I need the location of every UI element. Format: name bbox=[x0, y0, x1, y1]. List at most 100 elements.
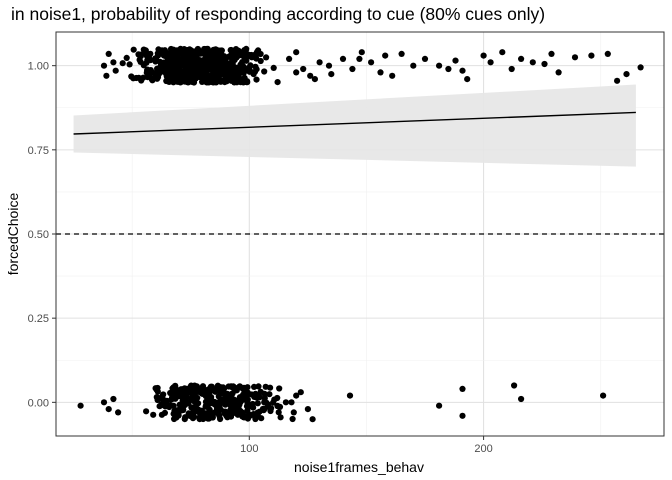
data-point bbox=[623, 71, 630, 78]
data-point bbox=[600, 392, 607, 399]
data-point bbox=[193, 62, 201, 69]
data-point bbox=[210, 46, 217, 53]
x-tick-label: 200 bbox=[474, 443, 492, 455]
data-point bbox=[211, 71, 218, 78]
y-tick-label: 0.50 bbox=[28, 229, 49, 241]
data-point bbox=[548, 50, 555, 58]
data-point bbox=[232, 46, 240, 53]
data-point bbox=[459, 67, 466, 74]
data-point bbox=[199, 390, 206, 397]
data-point bbox=[175, 71, 182, 78]
data-point bbox=[270, 399, 277, 406]
data-point bbox=[228, 46, 235, 54]
data-point bbox=[168, 45, 175, 53]
data-point bbox=[389, 72, 396, 79]
data-point bbox=[518, 395, 525, 403]
data-point bbox=[154, 65, 161, 72]
data-point bbox=[119, 60, 126, 67]
data-point bbox=[288, 399, 295, 406]
data-point bbox=[204, 57, 211, 64]
data-point bbox=[215, 393, 222, 400]
data-point bbox=[191, 382, 198, 389]
data-point bbox=[158, 411, 165, 418]
data-point bbox=[614, 77, 621, 84]
data-point bbox=[257, 50, 264, 58]
data-point bbox=[168, 76, 175, 83]
data-point bbox=[246, 403, 253, 410]
data-point bbox=[222, 73, 229, 80]
data-point bbox=[253, 76, 260, 83]
data-point bbox=[257, 57, 264, 65]
data-point bbox=[282, 399, 289, 406]
data-point bbox=[212, 388, 219, 395]
data-point bbox=[274, 394, 281, 402]
data-point bbox=[175, 66, 182, 73]
data-point bbox=[144, 56, 151, 64]
data-point bbox=[196, 409, 203, 416]
ci-band bbox=[73, 84, 636, 167]
data-point bbox=[199, 58, 206, 65]
fit-line bbox=[73, 111, 636, 135]
data-point bbox=[208, 399, 215, 406]
axes: 100 200 0.00 0.25 0.50 0.75 1.00 bbox=[28, 61, 493, 455]
data-point bbox=[186, 75, 193, 82]
data-point bbox=[236, 70, 243, 77]
data-point bbox=[244, 78, 251, 85]
data-point bbox=[307, 72, 314, 79]
data-point bbox=[167, 402, 174, 409]
y-tick-label: 0.25 bbox=[28, 313, 49, 325]
data-point bbox=[209, 52, 216, 59]
data-point bbox=[286, 55, 293, 63]
data-point bbox=[242, 47, 249, 55]
data-point bbox=[100, 62, 108, 69]
data-point bbox=[201, 75, 208, 82]
data-point bbox=[346, 392, 354, 399]
data-point bbox=[77, 402, 84, 409]
data-point bbox=[156, 403, 163, 410]
data-point bbox=[204, 394, 211, 401]
data-point bbox=[207, 75, 214, 82]
data-point bbox=[480, 52, 487, 59]
data-point bbox=[289, 415, 296, 423]
data-point bbox=[185, 67, 192, 74]
data-point bbox=[189, 410, 196, 417]
data-point bbox=[181, 46, 188, 54]
data-point bbox=[126, 61, 133, 68]
data-point bbox=[186, 49, 193, 56]
data-point bbox=[309, 416, 316, 423]
data-point bbox=[266, 391, 273, 398]
data-point bbox=[300, 65, 307, 73]
data-point bbox=[238, 62, 245, 69]
data-point bbox=[110, 395, 117, 403]
data-point bbox=[167, 61, 175, 68]
data-point bbox=[275, 409, 282, 416]
data-point bbox=[240, 412, 248, 419]
data-point bbox=[213, 79, 220, 86]
data-point bbox=[227, 406, 234, 413]
data-point bbox=[215, 53, 222, 60]
data-point bbox=[260, 405, 267, 412]
data-point bbox=[382, 52, 389, 59]
data-point bbox=[169, 394, 176, 401]
data-point bbox=[128, 73, 135, 80]
data-point bbox=[262, 383, 269, 390]
data-point bbox=[459, 412, 466, 419]
data-point bbox=[135, 51, 142, 58]
data-point bbox=[191, 51, 198, 58]
data-point bbox=[167, 67, 174, 74]
data-point bbox=[160, 391, 167, 398]
data-point bbox=[267, 407, 274, 415]
data-point bbox=[223, 78, 230, 85]
data-point bbox=[356, 55, 363, 63]
data-point bbox=[229, 395, 236, 403]
data-point bbox=[410, 62, 417, 69]
data-point bbox=[368, 59, 375, 66]
data-point bbox=[204, 387, 211, 394]
data-point bbox=[436, 402, 443, 409]
data-point bbox=[181, 402, 188, 409]
data-point bbox=[204, 66, 211, 73]
data-point bbox=[311, 76, 318, 83]
data-point bbox=[130, 46, 137, 53]
data-point bbox=[541, 60, 548, 68]
data-point bbox=[241, 52, 248, 59]
